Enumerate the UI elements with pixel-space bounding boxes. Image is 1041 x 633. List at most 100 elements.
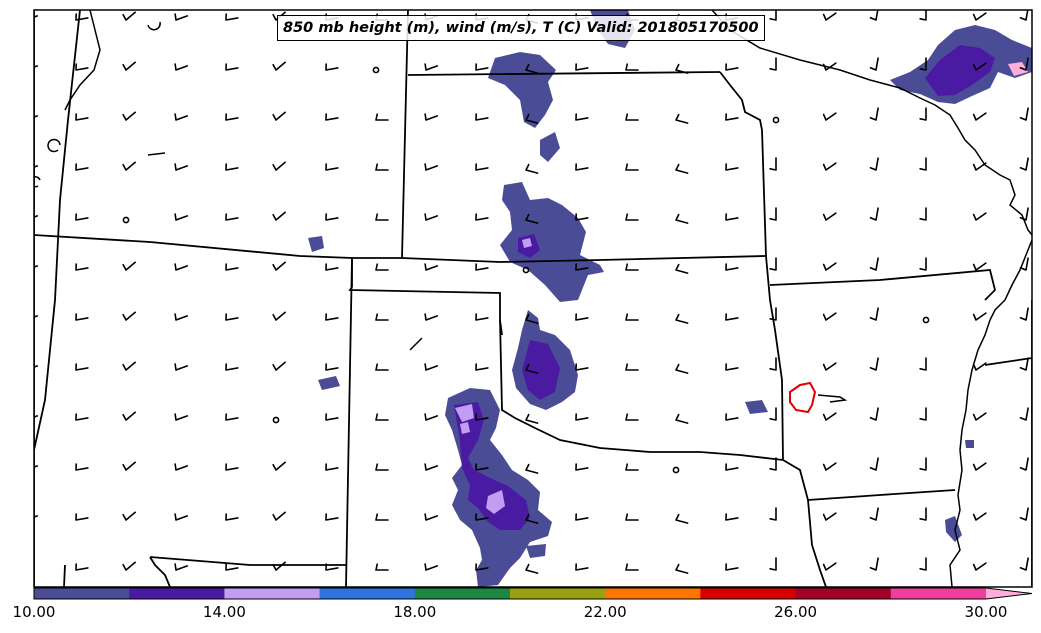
wind-barb xyxy=(972,312,987,321)
colorbar-segment xyxy=(414,588,511,599)
wind-barb xyxy=(272,261,286,271)
wind-barb xyxy=(34,215,39,218)
wind-barb xyxy=(34,315,39,318)
map-title: 850 mb height (m), wind (m/s), T (C) Val… xyxy=(277,15,765,41)
river-boundaries xyxy=(34,10,1032,587)
wind-barb xyxy=(325,213,339,221)
wind-barb xyxy=(122,511,136,521)
wind-barb xyxy=(625,63,639,71)
wind-barb xyxy=(34,365,39,368)
wind-barb xyxy=(1019,457,1029,471)
wind-barb xyxy=(525,513,539,524)
wind-barb xyxy=(1019,257,1029,271)
wind-barb xyxy=(272,111,286,121)
calm-wind-circle xyxy=(23,567,28,572)
wind-barb xyxy=(174,63,189,71)
wind-barb xyxy=(725,563,739,571)
colorbar-segment xyxy=(224,588,321,599)
wind-barb xyxy=(75,363,89,371)
wind-barbs xyxy=(23,10,1029,574)
wind-barb xyxy=(869,207,879,221)
wind-barb xyxy=(675,163,689,174)
wind-barb xyxy=(625,163,639,171)
wind-barb xyxy=(325,313,339,321)
wind-barb xyxy=(225,213,239,221)
wind-barb xyxy=(424,363,439,371)
colorbar-segment xyxy=(795,588,892,599)
wind-barb xyxy=(575,263,589,271)
calm-wind-circle xyxy=(672,466,680,474)
wind-barb xyxy=(919,257,927,271)
wind-barb xyxy=(725,463,739,471)
wind-barb xyxy=(575,363,589,371)
shaded-area xyxy=(965,440,974,448)
wind-barb xyxy=(122,461,136,471)
wind-barb xyxy=(225,63,239,71)
wind-barb xyxy=(972,62,987,71)
wind-barb xyxy=(475,363,489,371)
wind-barb xyxy=(1019,107,1029,121)
wind-barb xyxy=(475,113,489,121)
wind-barb xyxy=(272,461,286,471)
wind-barb xyxy=(769,57,777,71)
wind-barb xyxy=(174,413,189,421)
wind-barb xyxy=(34,165,39,168)
wind-barb xyxy=(122,311,136,321)
wind-barb xyxy=(75,413,89,421)
wind-barb xyxy=(325,463,339,471)
colorbar xyxy=(33,587,1033,600)
wind-barb xyxy=(122,261,136,271)
shaded-area xyxy=(1008,62,1028,76)
wind-barb xyxy=(675,213,689,224)
wind-barb xyxy=(822,562,837,571)
wind-barb xyxy=(272,61,286,71)
wind-barb xyxy=(475,313,489,321)
wind-barb xyxy=(675,263,689,274)
wind-barb xyxy=(424,63,439,71)
wind-barb xyxy=(225,413,239,421)
wind-barb xyxy=(822,462,837,471)
wind-barb xyxy=(972,112,987,121)
wind-barb xyxy=(919,457,927,471)
wind-barb xyxy=(375,163,389,171)
wind-barb xyxy=(822,112,837,121)
colorbar-segment xyxy=(890,588,987,599)
wind-barb xyxy=(174,163,189,171)
wind-barb xyxy=(225,313,239,321)
calm-wind-circle xyxy=(122,216,130,224)
wind-barb xyxy=(769,457,777,471)
wind-barb xyxy=(424,163,439,171)
wind-barb xyxy=(375,513,389,521)
calm-wind-circle xyxy=(522,266,530,274)
colorbar-tick-label: 18.00 xyxy=(393,603,437,621)
shaded-area xyxy=(500,182,604,302)
colorbar-segment xyxy=(700,588,797,599)
wind-barb xyxy=(625,313,639,321)
wind-barb xyxy=(869,307,879,321)
wind-barb xyxy=(525,363,539,374)
wind-barb xyxy=(869,507,879,521)
wind-barb xyxy=(822,62,837,71)
colorbar-extend-arrow xyxy=(986,588,1032,599)
wind-barb xyxy=(822,162,837,171)
wind-barb xyxy=(675,63,689,74)
wind-barb xyxy=(1019,307,1029,321)
shaded-area xyxy=(308,236,324,252)
wind-barb xyxy=(475,163,489,171)
wind-barb xyxy=(769,507,777,521)
wind-barb xyxy=(34,265,39,268)
wind-barb xyxy=(174,113,189,121)
wind-barb xyxy=(34,115,39,118)
wind-barb xyxy=(174,563,189,571)
shaded-area xyxy=(540,132,560,162)
wind-barb xyxy=(575,563,589,571)
wind-barb xyxy=(769,10,777,21)
wind-barb xyxy=(1019,557,1029,571)
wind-barb xyxy=(972,12,987,21)
wind-barb xyxy=(424,463,439,471)
wind-barb xyxy=(972,562,987,571)
wind-barb xyxy=(475,263,489,271)
wind-barb xyxy=(972,462,987,471)
wind-barb xyxy=(475,413,489,421)
